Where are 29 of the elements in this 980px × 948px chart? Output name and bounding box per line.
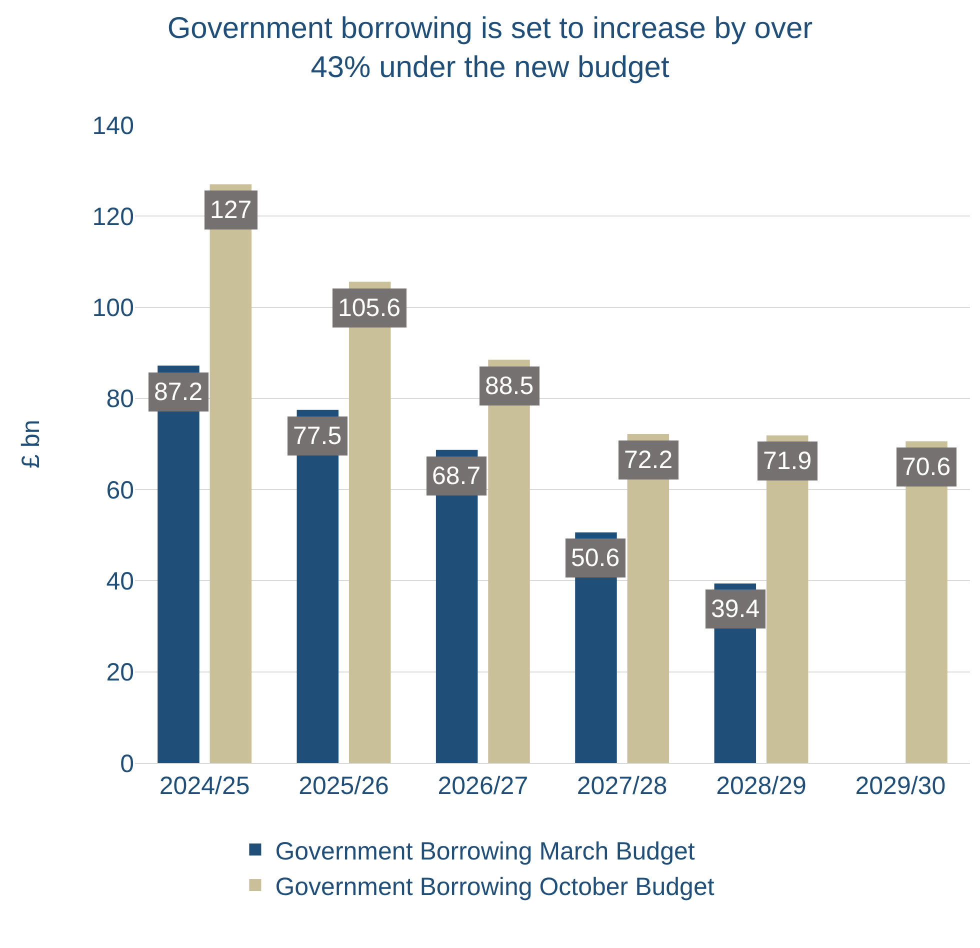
x-tick-label: 2025/26 xyxy=(298,772,389,800)
x-tick-label: 2028/29 xyxy=(716,772,806,800)
y-axis-title: £ bn xyxy=(17,420,46,468)
y-tick-label: 100 xyxy=(92,294,134,322)
y-tick-label: 120 xyxy=(92,202,134,231)
data-label: 127 xyxy=(210,196,252,224)
x-tick-label: 2027/28 xyxy=(576,772,668,800)
x-tick-label: 2024/25 xyxy=(159,772,250,800)
data-label: 87.2 xyxy=(154,378,203,406)
data-label: 68.7 xyxy=(432,462,481,490)
y-tick-label: 140 xyxy=(92,112,134,140)
data-label: 88.5 xyxy=(485,372,534,400)
legend-label: Government Borrowing March Budget xyxy=(275,837,695,866)
y-tick-label: 20 xyxy=(106,658,134,687)
x-tick-label: 2026/27 xyxy=(438,772,528,800)
data-label: 71.9 xyxy=(763,447,812,475)
data-label: 77.5 xyxy=(293,422,342,450)
chart-title: Government borrowing is set to increase by over 43% under the new budget xyxy=(167,12,813,84)
data-label: 105.6 xyxy=(338,294,401,322)
data-label: 70.6 xyxy=(902,453,951,481)
data-label: 72.2 xyxy=(624,446,673,474)
y-tick-label: 80 xyxy=(106,385,134,414)
data-label: 39.4 xyxy=(711,595,760,623)
y-tick-label: 60 xyxy=(106,476,134,504)
y-tick-label: 0 xyxy=(120,750,134,778)
x-tick-label: 2029/30 xyxy=(855,772,946,800)
data-label: 50.6 xyxy=(571,544,620,572)
legend-label: Government Borrowing October Budget xyxy=(275,872,714,901)
y-tick-label: 40 xyxy=(106,567,134,596)
